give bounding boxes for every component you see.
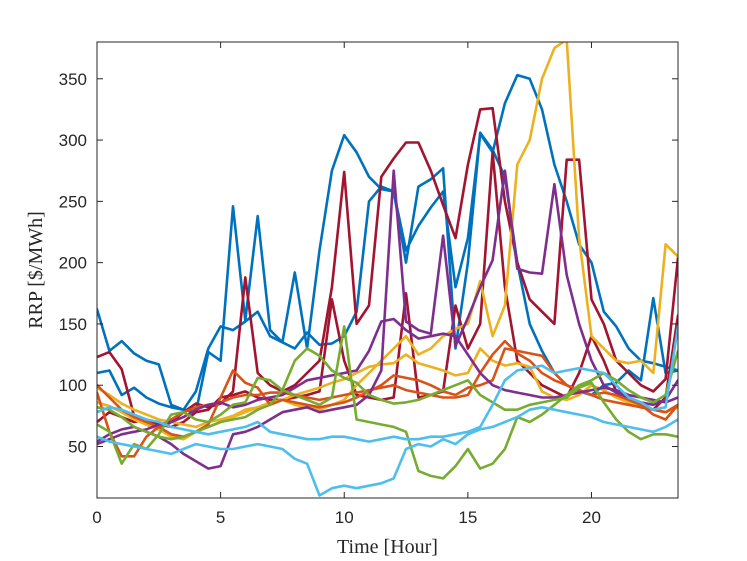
x-tick-label: 0 [92, 508, 101, 527]
series-layer [97, 42, 678, 497]
x-axis: 0 5 10 15 20 [92, 42, 601, 527]
x-tick-label: 20 [582, 508, 601, 527]
y-tick-label: 250 [59, 192, 87, 211]
x-tick-label: 15 [458, 508, 477, 527]
y-axis: 50 100 150 200 250 300 350 [59, 70, 678, 457]
series-line-11 [97, 325, 678, 480]
plot-box [96, 41, 679, 499]
y-tick-label: 100 [59, 376, 87, 395]
series-line-14 [97, 325, 678, 443]
x-tick-label: 10 [335, 508, 354, 527]
series-line-5 [97, 42, 678, 429]
y-tick-label: 200 [59, 254, 87, 273]
x-axis-label: Time [Hour] [337, 536, 438, 558]
y-tick-label: 50 [68, 438, 87, 457]
y-axis-label: RRP [$/MWh] [25, 211, 47, 329]
series-line-3 [97, 106, 678, 431]
series-line-4 [97, 151, 678, 429]
series-line-10 [97, 317, 678, 446]
series-line-9 [97, 169, 678, 470]
y-tick-label: 300 [59, 131, 87, 150]
y-tick-label: 350 [59, 70, 87, 89]
y-tick-label: 150 [59, 315, 87, 334]
x-tick-label: 5 [216, 508, 225, 527]
series-line-13 [97, 405, 678, 497]
